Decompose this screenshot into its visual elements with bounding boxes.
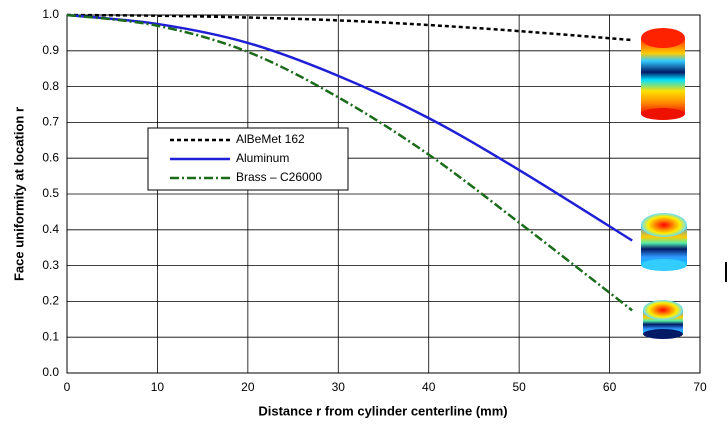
y-tick-label: 0.1 [42,329,59,343]
x-tick-label: 30 [332,380,346,394]
y-tick-label: 0.7 [42,115,59,129]
x-axis-label: Distance r from cylinder centerline (mm) [258,403,507,418]
cylinder-icon [641,28,685,120]
y-tick-label: 0.0 [42,365,59,379]
data-line [66,13,633,42]
y-tick-label: 0.8 [42,79,59,93]
x-tick-label: 40 [422,380,436,394]
x-tick-label: 20 [241,380,255,394]
x-tick-label: 70 [693,380,707,394]
legend-label: Brass – C26000 [236,170,322,184]
cylinder-icon [643,300,683,339]
legend-label: Aluminum [236,151,289,165]
y-tick-label: 1.0 [42,7,59,21]
x-tick-label: 0 [64,380,71,394]
y-axis-label: Face uniformity at location r [11,107,26,281]
data-line [66,13,633,312]
y-tick-label: 0.6 [42,150,59,164]
x-tick-label: 50 [512,380,526,394]
y-tick-label: 0.5 [42,186,59,200]
y-tick-label: 0.2 [42,294,59,308]
cylinder-icon [641,213,687,271]
y-tick-label: 0.3 [42,258,59,272]
x-tick-label: 60 [603,380,617,394]
y-tick-label: 0.4 [42,222,59,236]
legend: AlBeMet 162 Aluminum Brass – C26000 [147,127,349,191]
legend-label: AlBeMet 162 [236,132,305,146]
y-tick-label: 0.9 [42,43,59,57]
x-tick-label: 10 [151,380,165,394]
data-line [66,13,633,242]
